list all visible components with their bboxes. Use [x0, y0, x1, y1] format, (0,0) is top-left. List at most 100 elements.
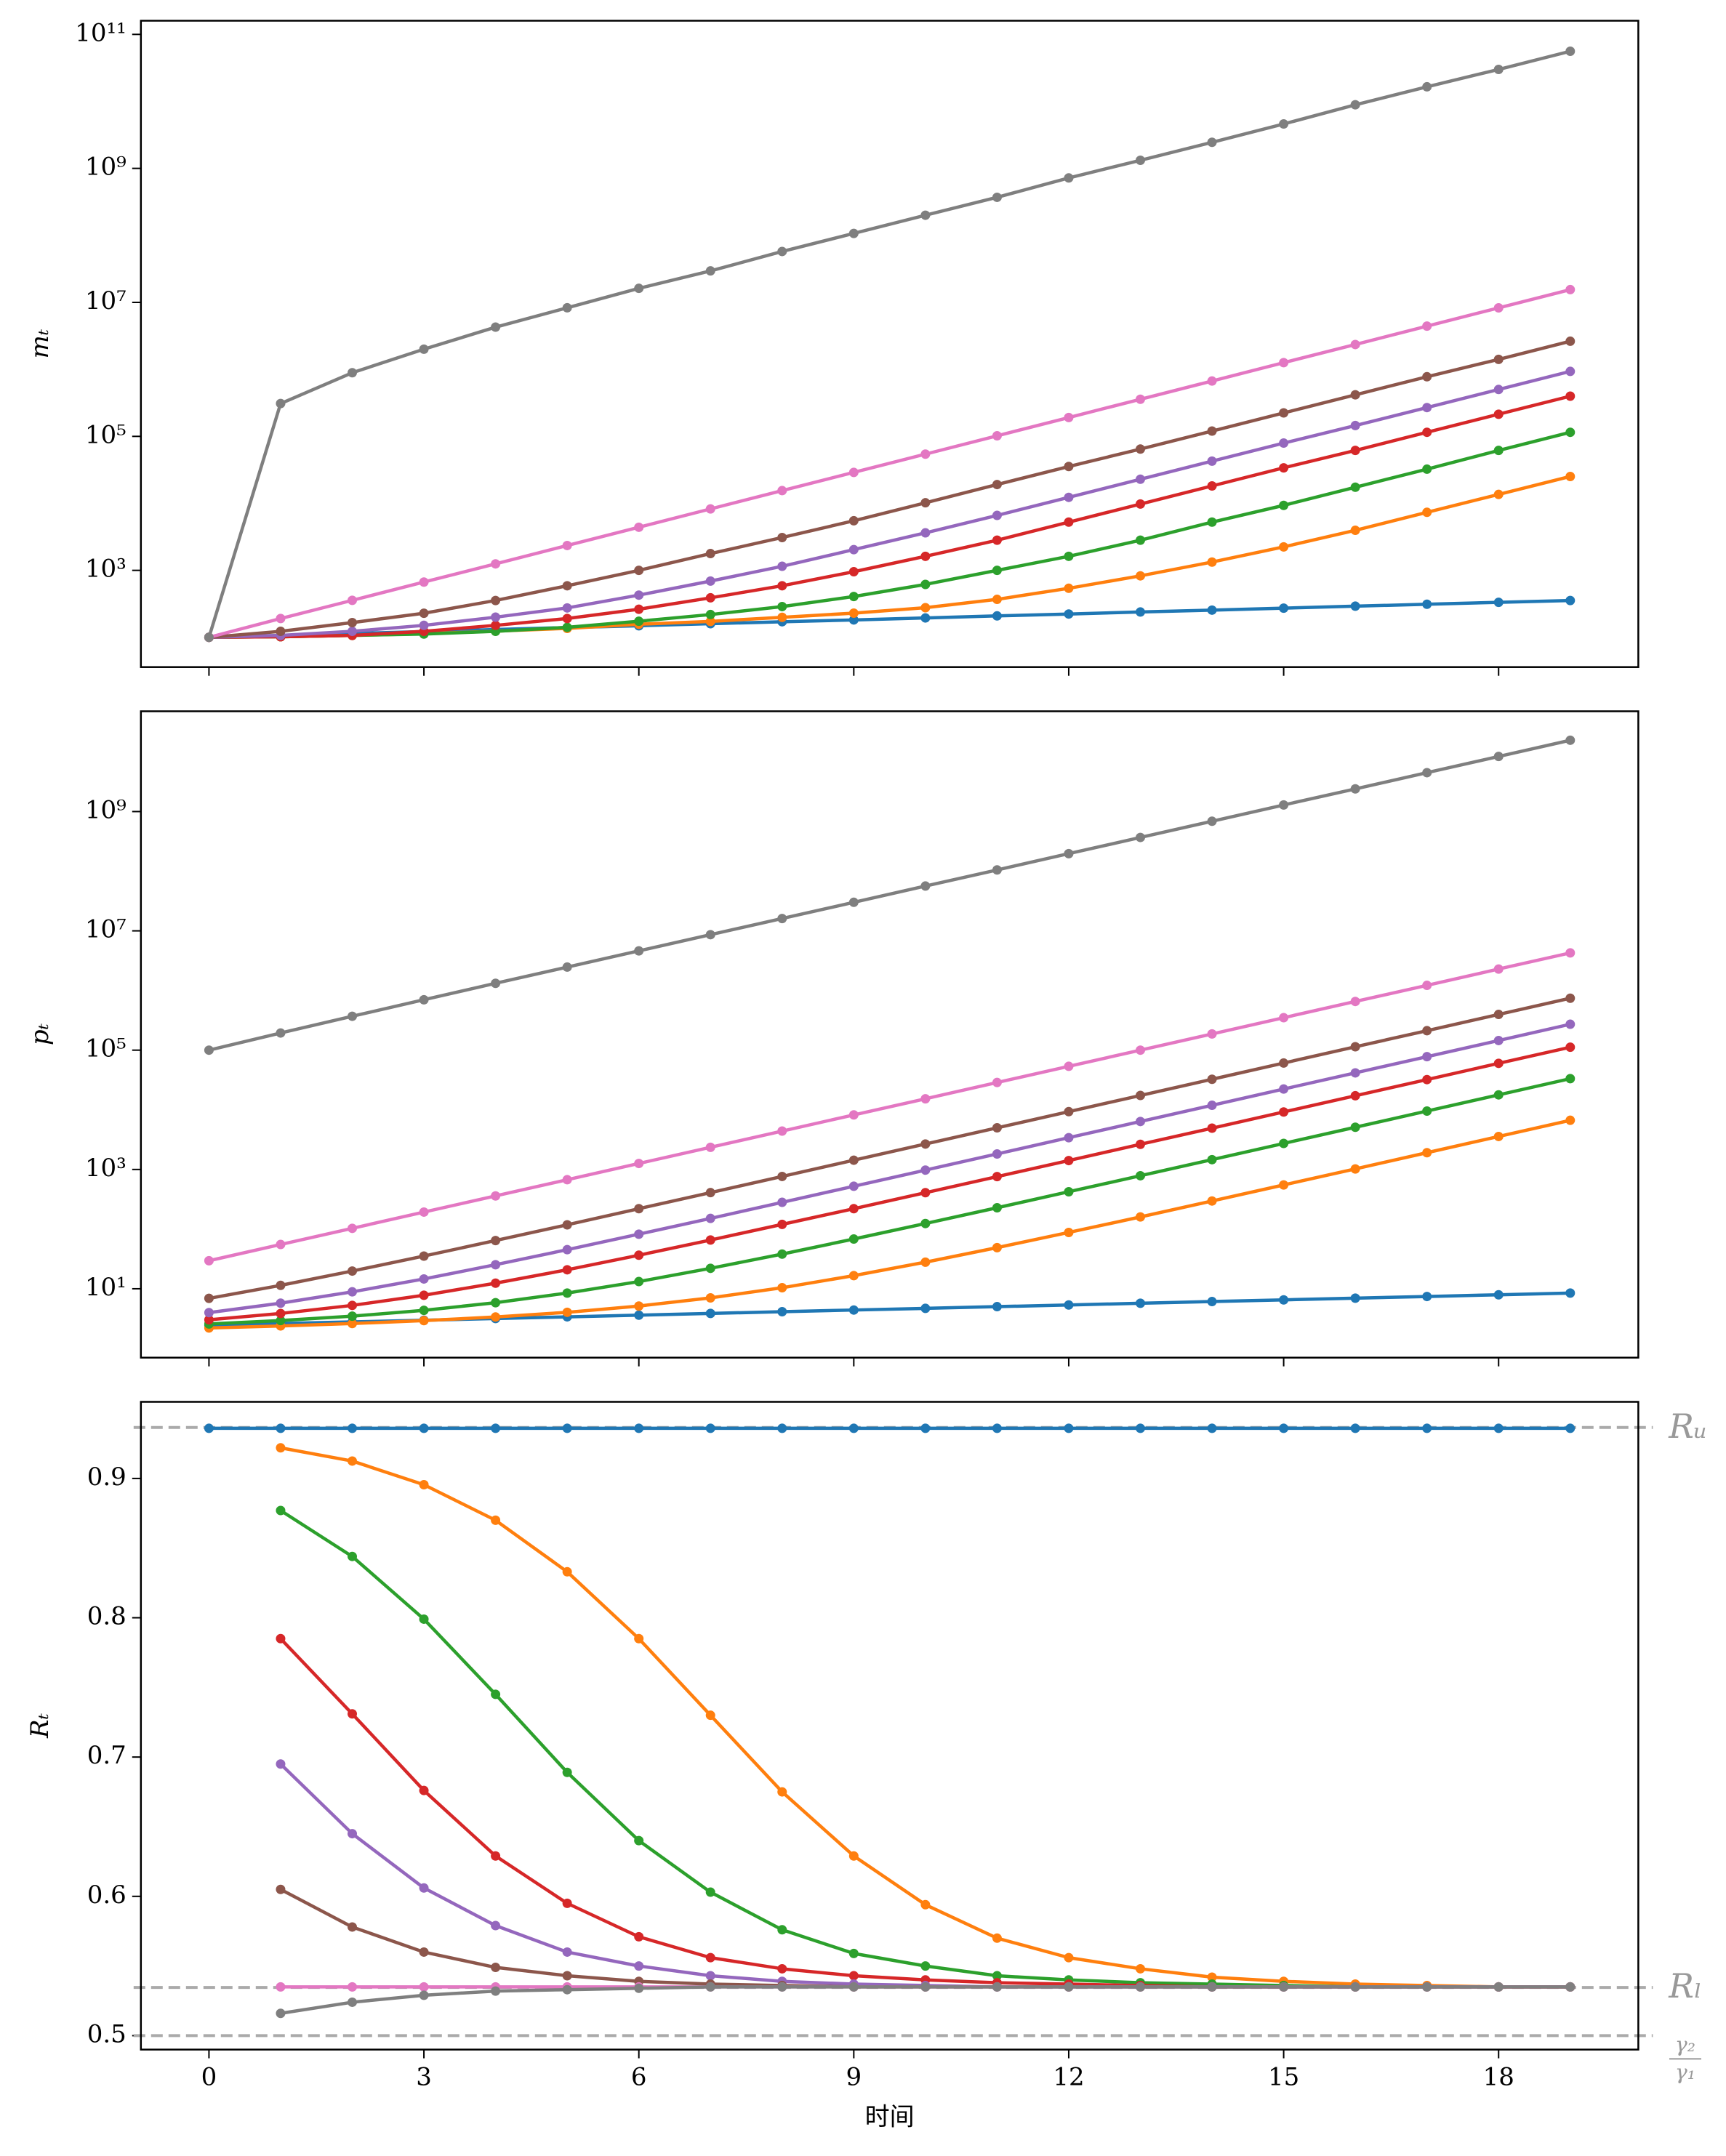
data-point	[562, 1566, 572, 1577]
data-point	[276, 627, 286, 637]
y-tick-label: 10⁹	[85, 153, 127, 182]
data-point	[419, 1423, 429, 1433]
data-point	[1207, 481, 1217, 491]
data-point	[276, 1308, 286, 1319]
data-point	[1493, 1290, 1504, 1300]
data-point	[848, 228, 859, 238]
data-point	[777, 1249, 787, 1259]
data-point	[419, 1480, 429, 1490]
x-tick-label: 15	[1268, 2063, 1299, 2092]
data-point	[1493, 489, 1504, 499]
data-point	[992, 1172, 1002, 1182]
data-point	[777, 1925, 787, 1935]
data-point	[1422, 1074, 1432, 1085]
data-point	[419, 577, 429, 587]
data-point	[1565, 1115, 1576, 1125]
y-tick-label: 0.9	[87, 1463, 127, 1492]
data-point	[1064, 1952, 1074, 1963]
data-point	[992, 1202, 1002, 1212]
data-point	[777, 486, 787, 496]
data-point	[1136, 1423, 1146, 1433]
data-point	[1422, 1106, 1432, 1116]
data-point	[848, 1181, 859, 1191]
data-point	[1064, 551, 1074, 561]
data-point	[848, 1423, 859, 1433]
data-point	[920, 551, 931, 561]
reference-label: Rₗ	[1668, 1966, 1702, 2006]
data-point	[1422, 1148, 1432, 1158]
data-point	[634, 1633, 644, 1644]
data-point	[1350, 1164, 1360, 1174]
data-point	[920, 1188, 931, 1198]
data-point	[1350, 390, 1360, 400]
data-point	[1207, 1154, 1217, 1165]
data-point	[1279, 1138, 1289, 1149]
data-point	[1422, 371, 1432, 382]
data-point	[276, 1759, 286, 1769]
data-point	[634, 1250, 644, 1260]
data-point	[491, 1236, 501, 1246]
data-point	[920, 1257, 931, 1267]
data-point	[777, 1787, 787, 1797]
data-point	[276, 2008, 286, 2019]
axes-frame	[140, 710, 1639, 1359]
data-point	[1136, 832, 1146, 842]
data-point	[920, 1423, 931, 1433]
data-point	[491, 1963, 501, 1973]
data-point	[1422, 1292, 1432, 1302]
data-point	[1064, 517, 1074, 527]
series-line	[209, 430, 1571, 640]
data-point	[1350, 1090, 1360, 1101]
data-point	[920, 498, 931, 508]
data-point	[348, 1982, 358, 1992]
data-point	[562, 581, 572, 591]
data-point	[705, 1308, 715, 1319]
data-point	[705, 1213, 715, 1223]
data-point	[1422, 981, 1432, 991]
data-point	[705, 1982, 715, 1992]
data-point	[848, 1204, 859, 1214]
data-point	[1279, 800, 1289, 810]
data-point	[1422, 1982, 1432, 1992]
data-point	[1279, 119, 1289, 129]
data-point	[1279, 438, 1289, 449]
data-point	[1493, 1982, 1504, 1992]
data-point	[848, 467, 859, 478]
data-point	[992, 1123, 1002, 1133]
data-point	[634, 946, 644, 956]
data-point	[992, 566, 1002, 576]
series-line	[279, 1637, 1570, 1989]
data-point	[491, 1851, 501, 1861]
data-point	[562, 540, 572, 550]
data-point	[777, 1423, 787, 1433]
data-point	[1136, 607, 1146, 617]
data-point	[705, 1710, 715, 1721]
data-point	[1136, 156, 1146, 166]
y-tick-label: 0.7	[87, 1741, 127, 1770]
data-point	[1350, 997, 1360, 1007]
data-point	[1207, 1982, 1217, 1992]
data-point	[1350, 1068, 1360, 1078]
data-point	[992, 1242, 1002, 1252]
data-point	[1064, 1156, 1074, 1166]
data-point	[777, 1963, 787, 1974]
data-point	[348, 1223, 358, 1234]
y-tick-label: 0.5	[87, 2019, 127, 2048]
data-point	[1493, 964, 1504, 974]
data-point	[777, 1126, 787, 1136]
y-tick-label: 10¹¹	[75, 18, 127, 47]
data-point	[348, 1319, 358, 1329]
data-point	[419, 1207, 429, 1217]
data-point	[1350, 100, 1360, 110]
data-point	[634, 1835, 644, 1846]
data-point	[634, 590, 644, 600]
data-point	[491, 1986, 501, 1996]
data-point	[848, 1305, 859, 1315]
data-point	[348, 1997, 358, 2007]
data-point	[276, 1423, 286, 1433]
data-point	[1279, 1107, 1289, 1117]
data-point	[992, 1982, 1002, 1992]
data-point	[705, 504, 715, 514]
data-point	[348, 1829, 358, 1839]
data-point	[419, 1274, 429, 1284]
